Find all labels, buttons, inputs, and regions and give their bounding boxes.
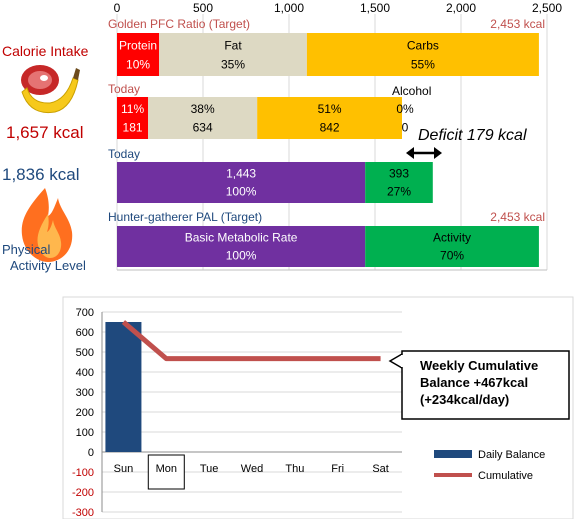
top-axis-tick-label: 1,000	[274, 1, 304, 15]
calorie-intake-value: 1,657 kcal	[6, 123, 84, 142]
left-panel: Calorie Intake 1,657 kcal 1,836 kcal Phy…	[2, 43, 89, 273]
row-label: Hunter-gatherer PAL (Target)	[108, 210, 262, 224]
row-label: Today	[108, 147, 140, 161]
legend-cumulative-label: Cumulative	[478, 470, 533, 482]
y-tick-label: 400	[76, 367, 94, 379]
callout-line: Balance +467kcal	[420, 375, 528, 390]
segment-label-1: Protein	[119, 38, 157, 52]
weekly-callout: Weekly Cumulative Balance +467kcal (+234kc…	[390, 351, 569, 419]
segment-label-2: 35%	[221, 57, 245, 71]
calorie-intake-label: Calorie Intake	[2, 43, 89, 59]
segment-label-2: 634	[193, 120, 213, 134]
row-total-label: 2,453 kcal	[490, 210, 545, 224]
top-row: Golden PFC Ratio (Target) 2,453 kcal Prote…	[108, 17, 545, 76]
segment-label-1: Carbs	[407, 38, 439, 52]
top-axis-tick-label: 0	[114, 1, 121, 15]
row-total-label: 2,453 kcal	[490, 17, 545, 31]
x-tick-label: Wed	[241, 463, 263, 475]
segment-label-2: 181	[123, 120, 143, 134]
segment-label-2: 100%	[226, 185, 257, 199]
segment-label-2: 842	[320, 120, 340, 134]
daily-balance-bar	[105, 322, 141, 452]
deficit-label: Deficit 179 kcal	[418, 127, 527, 144]
segment-label-1: 0%	[396, 102, 414, 116]
weekly-balance-chart: 700 600 500 400 300 200 100 0 -100 -200 -300 Sun Mo…	[63, 297, 573, 519]
cumulative-line-path	[123, 322, 380, 359]
y-tick-label: 700	[76, 307, 94, 319]
deficit-arrow-left-head	[406, 147, 414, 159]
y-tick-label: -200	[72, 487, 94, 499]
segment-label-2: 27%	[387, 185, 411, 199]
deficit-arrow-right-head	[434, 147, 442, 159]
top-row: Hunter-gatherer PAL (Target) 2,453 kcal Ba…	[108, 210, 545, 267]
legend-daily-balance-swatch	[434, 450, 472, 458]
callout-line: Weekly Cumulative	[420, 358, 538, 373]
calories-burned-value: 1,836 kcal	[2, 165, 80, 184]
segment-label-1: Basic Metabolic Rate	[185, 231, 298, 245]
bottom-legend: Daily Balance Cumulative	[434, 449, 545, 482]
food-icon	[21, 65, 80, 113]
y-tick-label: 300	[76, 387, 94, 399]
segment-label-2: 70%	[440, 249, 464, 263]
y-tick-label: 0	[88, 447, 94, 459]
x-tick-label: Thu	[285, 463, 304, 475]
segment-label-1: Activity	[433, 231, 471, 245]
x-tick-label: Tue	[200, 463, 219, 475]
y-tick-label: 600	[76, 327, 94, 339]
segment-label-1: 1,443	[226, 167, 256, 181]
top-axis-ticks: 0 500 1,000 1,500 2,000 2,500	[114, 1, 563, 15]
row-label: Today	[108, 82, 140, 96]
cumulative-line	[123, 322, 380, 359]
segment-label-1: Fat	[224, 38, 242, 52]
callout-pointer	[390, 354, 402, 368]
segment-label-1: 38%	[191, 102, 215, 116]
deficit-arrow	[406, 147, 442, 159]
y-tick-label: 200	[76, 407, 94, 419]
top-row: Today 11% 181 38% 634 51% 842 0% 0	[108, 82, 414, 139]
top-axis-tick-label: 2,500	[532, 1, 562, 15]
segment-label-2: 100%	[226, 249, 257, 263]
y-tick-label: -300	[72, 507, 94, 519]
y-tick-label: -100	[72, 467, 94, 479]
daily-balance-bars	[105, 322, 141, 452]
segment-label-2: 55%	[411, 57, 435, 71]
callout-line: (+234kcal/day)	[420, 392, 509, 407]
legend-daily-balance-label: Daily Balance	[478, 449, 545, 461]
pal-label-line2: Activity Level	[10, 258, 86, 273]
pfc-pal-bar-chart: 0 500 1,000 1,500 2,000 2,500 Golden PFC Rati…	[108, 1, 562, 270]
top-axis-tick-label: 2,000	[446, 1, 476, 15]
segment-label-2: 10%	[126, 57, 150, 71]
x-tick-label: Mon	[156, 463, 177, 475]
top-row: Today 1,443 100% 393 27%	[108, 147, 433, 203]
alcohol-label: Alcohol	[392, 84, 431, 98]
bottom-y-ticks: 700 600 500 400 300 200 100 0 -100 -200 -300	[72, 307, 94, 519]
y-tick-label: 100	[76, 427, 94, 439]
x-tick-label: Fri	[331, 463, 344, 475]
top-axis-tick-label: 1,500	[360, 1, 390, 15]
segment-label-2: 0	[402, 120, 409, 134]
segment-label-1: 11%	[121, 102, 144, 116]
segment-label-1: 51%	[318, 102, 342, 116]
x-tick-label: Sat	[372, 463, 389, 475]
pal-label-line1: Physical	[2, 242, 51, 257]
row-label: Golden PFC Ratio (Target)	[108, 17, 250, 31]
top-axis-tick-label: 500	[193, 1, 213, 15]
x-tick-label: Sun	[114, 463, 134, 475]
y-tick-label: 500	[76, 347, 94, 359]
segment-label-1: 393	[389, 167, 409, 181]
